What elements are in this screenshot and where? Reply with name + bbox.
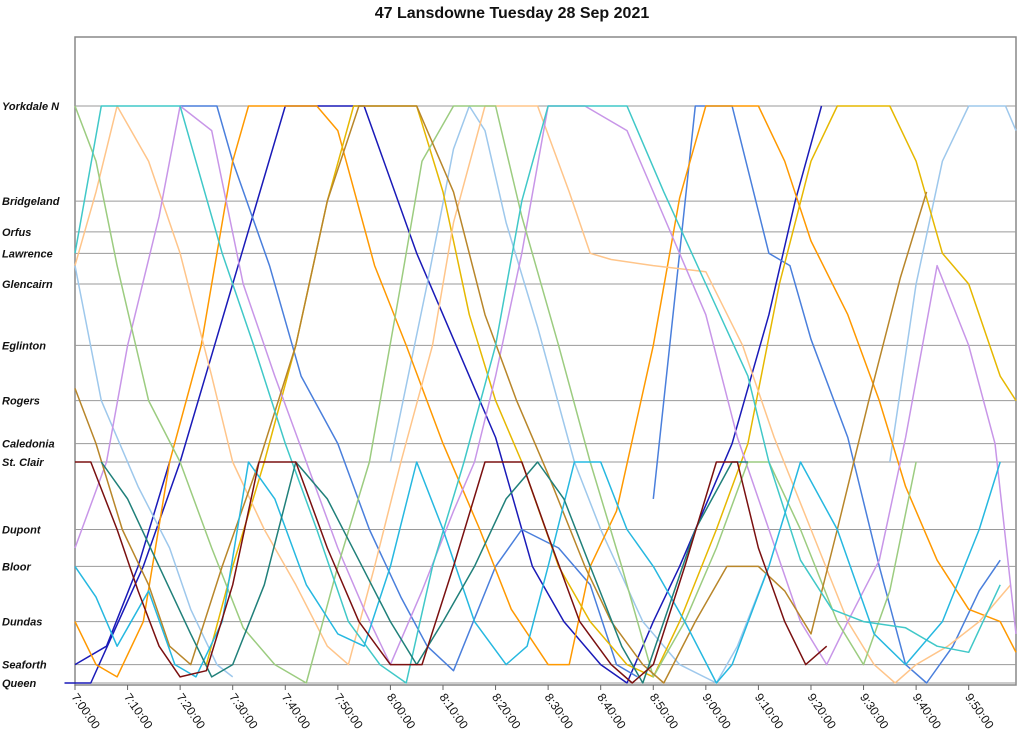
vehicle-trace-7 xyxy=(889,105,1017,463)
vehicle-traces xyxy=(64,105,1017,684)
vehicle-trace-11 xyxy=(74,105,1017,666)
plot-area-frame xyxy=(74,36,1017,686)
x-tick-label: 8:20:00 xyxy=(489,691,524,732)
stop-label-dundas: Dundas xyxy=(2,617,42,629)
x-tick-label: 8:40:00 xyxy=(594,691,629,732)
vehicle-trace-15 xyxy=(74,461,1001,684)
stop-label-bloor: Bloor xyxy=(2,561,31,573)
stop-label-bridgeland: Bridgeland xyxy=(2,196,60,208)
x-tick-label: 7:00:00 xyxy=(69,691,104,732)
stop-label-seaforth: Seaforth xyxy=(2,660,47,672)
x-tick-label: 7:30:00 xyxy=(226,691,261,732)
vehicle-trace-14 xyxy=(74,105,1001,684)
vehicle-trace-12 xyxy=(74,105,917,684)
vehicle-trace-4 xyxy=(652,105,1001,684)
stop-label-queen: Queen xyxy=(2,678,37,690)
x-tick-label: 9:00:00 xyxy=(699,691,734,732)
vehicle-trace-5 xyxy=(74,265,234,678)
vehicle-trace-13 xyxy=(74,105,928,684)
x-tick-label: 7:10:00 xyxy=(121,691,156,732)
x-tick-label: 9:30:00 xyxy=(857,691,892,732)
stop-label-caledonia: Caledonia xyxy=(2,439,55,451)
x-tick-label: 9:40:00 xyxy=(910,691,945,732)
vehicle-trace-16 xyxy=(100,461,748,684)
x-tick-label: 9:50:00 xyxy=(962,691,997,732)
vehicle-trace-8 xyxy=(74,105,1017,678)
stop-label-eglinton: Eglinton xyxy=(2,340,46,352)
x-tick-label: 7:20:00 xyxy=(174,691,209,732)
x-tick-label: 7:40:00 xyxy=(279,691,314,732)
time-axis-ticks: 7:00:00 7:10:00 7:20:00 7:30:00 7:40:00 7:50:… xyxy=(69,685,997,732)
x-tick-label: 9:10:00 xyxy=(752,691,787,732)
x-tick-label: 8:10:00 xyxy=(437,691,472,732)
vehicle-trace-3 xyxy=(180,105,638,678)
vehicle-trace-1 xyxy=(64,105,823,684)
vehicle-trace-10 xyxy=(74,105,1012,684)
stop-label-rogers: Rogers xyxy=(2,396,40,408)
x-tick-label: 9:20:00 xyxy=(805,691,840,732)
x-tick-label: 7:50:00 xyxy=(331,691,366,732)
x-tick-label: 8:50:00 xyxy=(647,691,682,732)
vehicle-trace-6 xyxy=(389,105,770,684)
stop-label-st-clair: St. Clair xyxy=(2,457,44,469)
x-tick-label: 8:00:00 xyxy=(384,691,419,732)
vehicle-trace-17 xyxy=(75,461,828,684)
stop-labels: Queen Seaforth Dundas Bloor Dupont St. Clair C… xyxy=(2,101,60,690)
vehicle-trace-9 xyxy=(205,105,1017,678)
stop-label-lawrence: Lawrence xyxy=(2,248,53,260)
stop-label-orfus: Orfus xyxy=(2,227,31,239)
stop-label-yorkdale-n: Yorkdale N xyxy=(2,101,60,113)
chart-title: 47 Lansdowne Tuesday 28 Sep 2021 xyxy=(374,5,650,22)
stop-label-glencairn: Glencairn xyxy=(2,279,53,291)
x-tick-label: 8:30:00 xyxy=(542,691,577,732)
stop-label-dupont: Dupont xyxy=(2,525,42,537)
